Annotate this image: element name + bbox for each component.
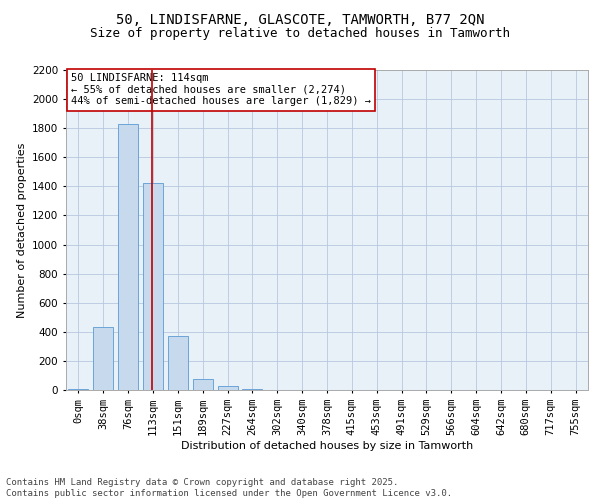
Bar [193,379,212,390]
Bar [94,328,113,390]
Bar [118,124,138,390]
X-axis label: Distribution of detached houses by size in Tamworth: Distribution of detached houses by size … [181,440,473,450]
Bar [143,184,163,390]
Text: 50, LINDISFARNE, GLASCOTE, TAMWORTH, B77 2QN: 50, LINDISFARNE, GLASCOTE, TAMWORTH, B77… [116,12,484,26]
Bar [68,388,88,390]
Bar [242,388,262,390]
Y-axis label: Number of detached properties: Number of detached properties [17,142,26,318]
Text: 50 LINDISFARNE: 114sqm
← 55% of detached houses are smaller (2,274)
44% of semi-: 50 LINDISFARNE: 114sqm ← 55% of detached… [71,73,371,106]
Bar [218,386,238,390]
Text: Size of property relative to detached houses in Tamworth: Size of property relative to detached ho… [90,28,510,40]
Text: Contains HM Land Registry data © Crown copyright and database right 2025.
Contai: Contains HM Land Registry data © Crown c… [6,478,452,498]
Bar [168,336,188,390]
